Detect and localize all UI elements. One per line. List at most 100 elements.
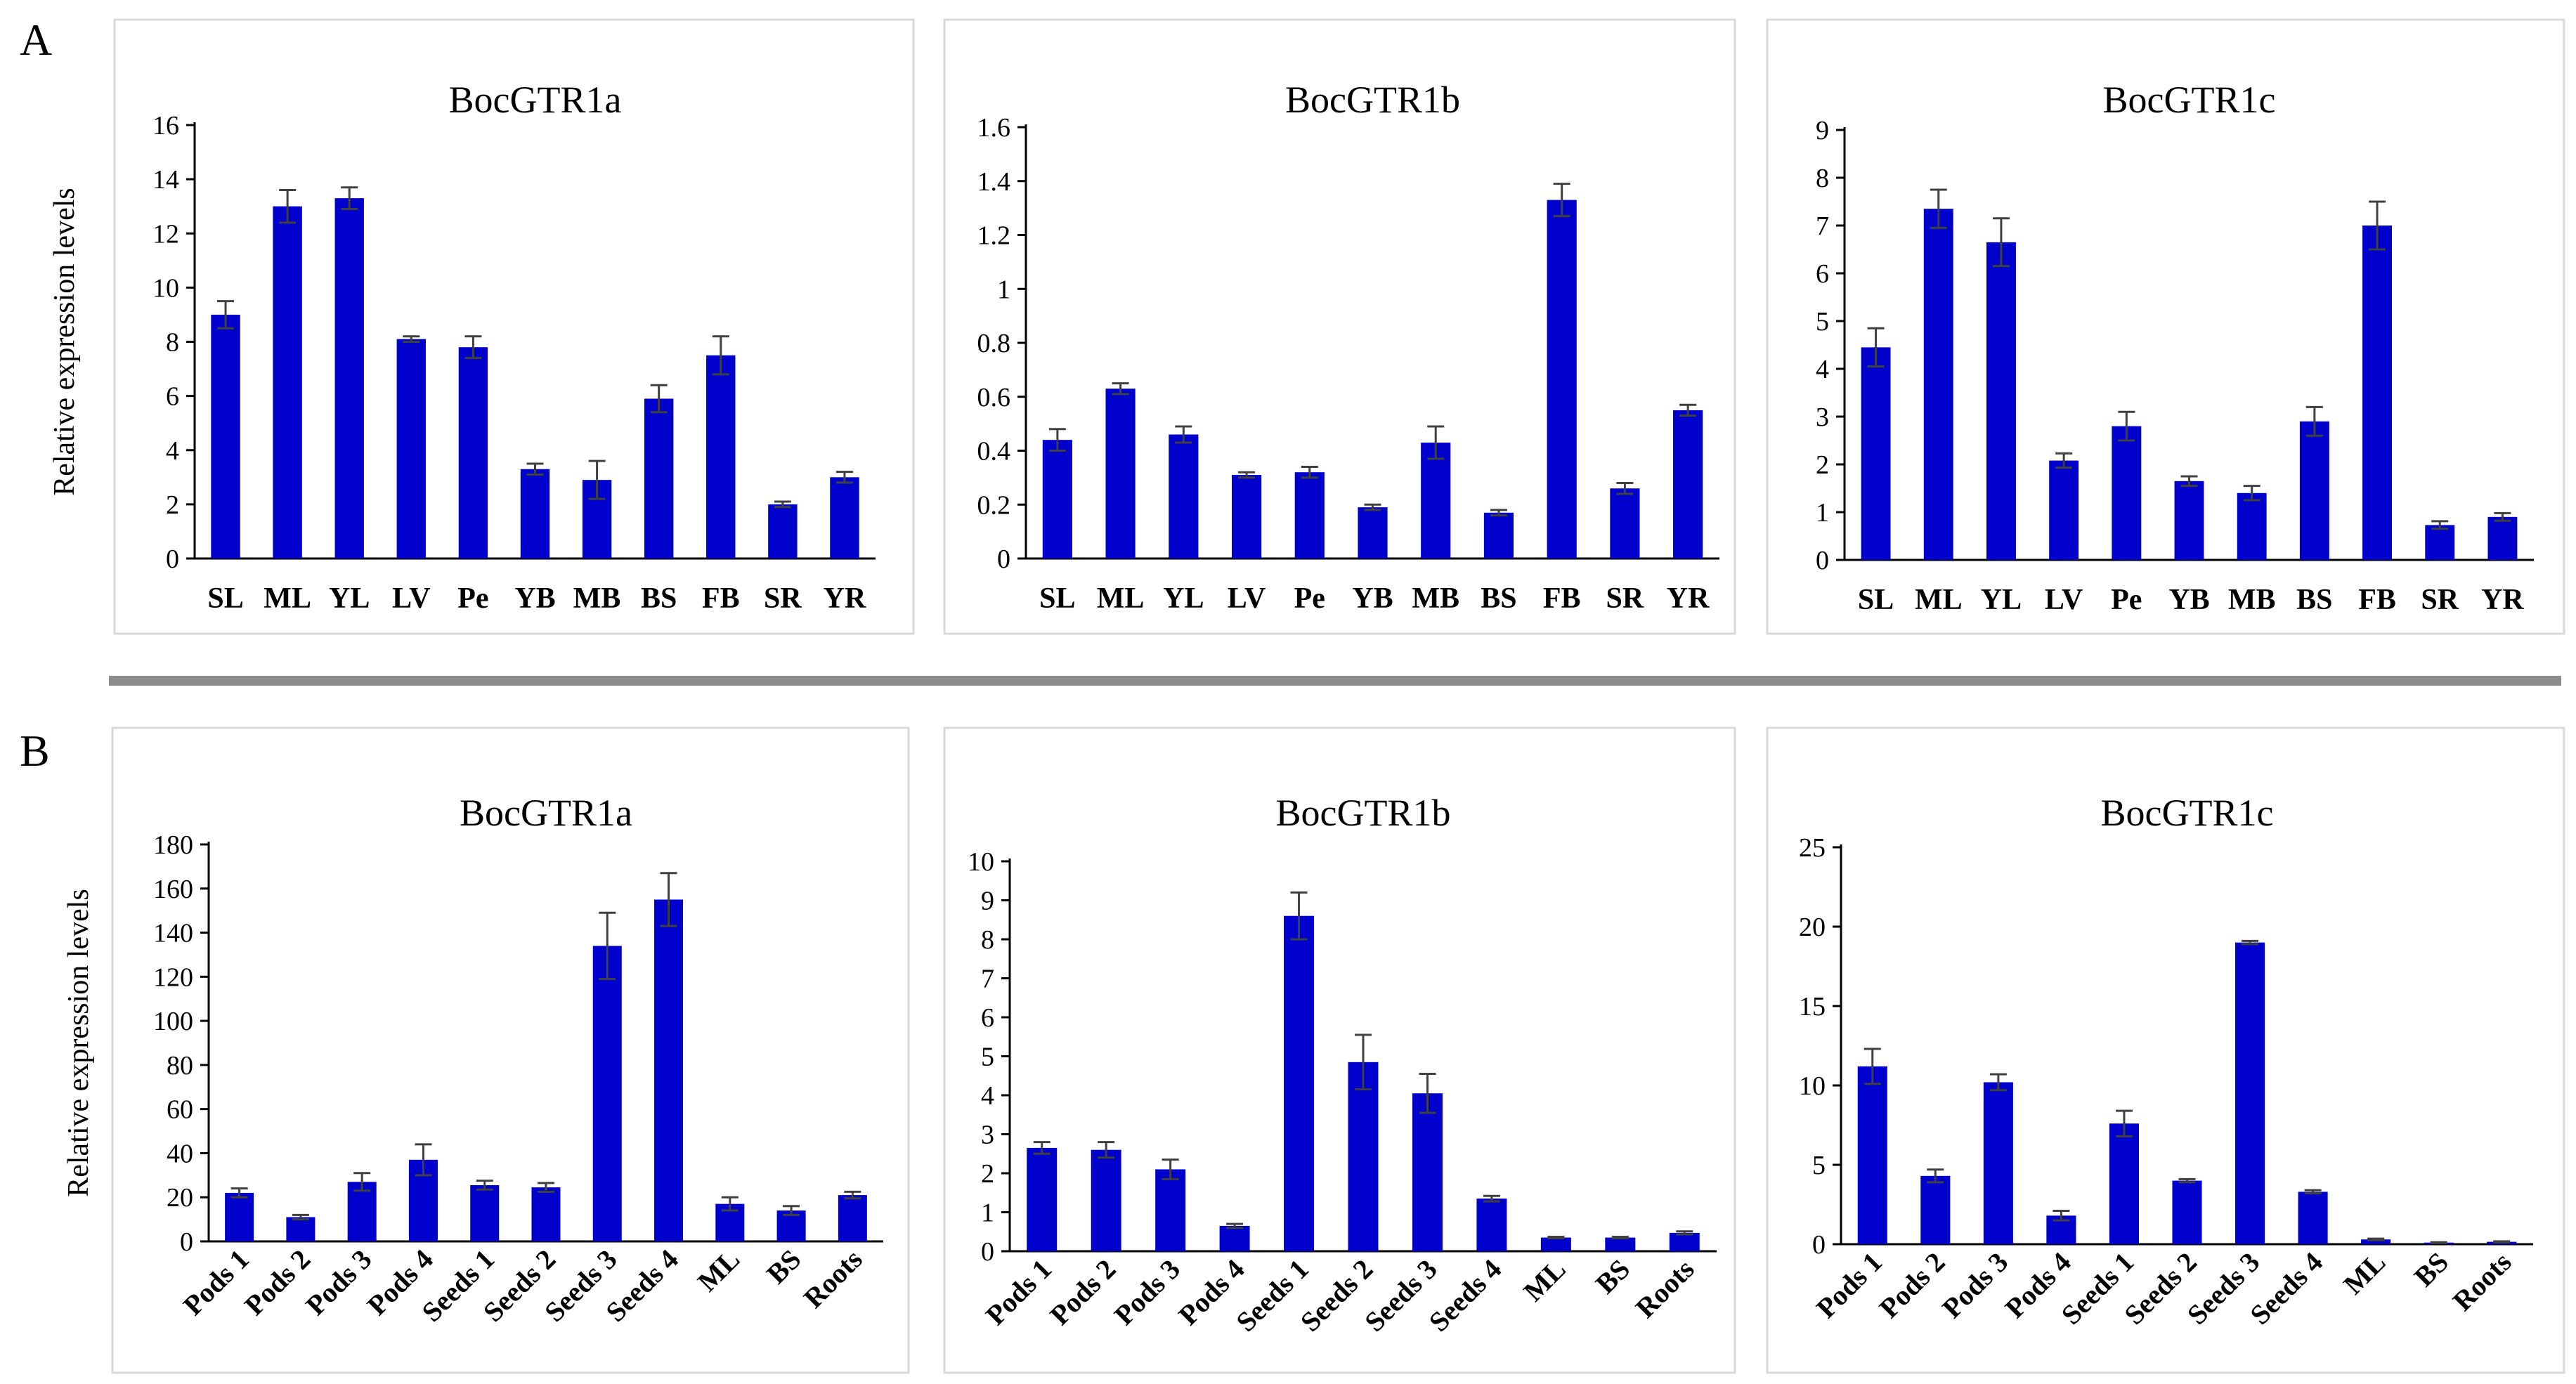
y-tick-label: 80	[167, 1051, 193, 1081]
y-tick-label: 40	[167, 1139, 193, 1168]
y-tick-label: 9	[1816, 116, 1829, 145]
bar	[2487, 516, 2518, 560]
y-tick-label: 3	[1816, 403, 1829, 432]
x-tick-label: MB	[1412, 582, 1459, 615]
x-tick-label: YL	[1981, 584, 2022, 616]
x-tick-label: SL	[1039, 582, 1075, 615]
section-separator	[109, 676, 2561, 686]
bar	[1105, 389, 1136, 559]
bar	[1476, 1199, 1507, 1251]
y-tick-label: 4	[166, 436, 179, 466]
x-tick-label: YR	[2481, 584, 2524, 616]
bar	[1920, 1175, 1951, 1244]
y-axis-label: Relative expression levels	[63, 889, 95, 1197]
y-tick-label: 7	[1816, 211, 1829, 241]
y-tick-label: 5	[981, 1043, 994, 1072]
x-tick-label: Pe	[1294, 582, 1325, 615]
x-tick-label: ML	[1097, 582, 1145, 615]
y-tick-label: 0	[1816, 546, 1829, 575]
y-tick-label: 1.4	[977, 167, 1011, 197]
bar	[830, 477, 859, 559]
x-tick-label: BS	[641, 582, 677, 615]
chart-b1: BocGTR1a Relative expression levels 0 20 40 6…	[63, 726, 910, 1374]
bar	[2362, 226, 2393, 560]
bar	[1923, 209, 1953, 560]
bar	[838, 1195, 867, 1241]
bar	[1284, 915, 1315, 1251]
x-tick-label: SR	[2421, 584, 2459, 616]
x-tick-label: LV	[1228, 582, 1266, 615]
bar	[768, 504, 798, 559]
x-tick-label: Pe	[2111, 584, 2142, 616]
x-tick-label: Pe	[457, 582, 488, 615]
y-tick-label: 0	[180, 1227, 193, 1257]
panel-frame	[1766, 726, 2565, 1374]
y-tick-label: 100	[153, 1007, 193, 1036]
bar	[470, 1184, 500, 1241]
chart-title: BocGTR1c	[2101, 792, 2274, 834]
bar	[2172, 1180, 2202, 1244]
bar	[1669, 1232, 1700, 1251]
bar	[1027, 1147, 1058, 1251]
y-tick-label: 20	[1799, 913, 1826, 942]
y-tick-label: 10	[1799, 1071, 1826, 1101]
y-tick-label: 1	[1816, 498, 1829, 528]
y-tick-label: 1	[981, 1199, 994, 1228]
bar	[396, 339, 427, 559]
y-tick-label: 8	[981, 925, 994, 955]
x-tick-label: BS	[1481, 582, 1516, 615]
panel-frame	[943, 726, 1736, 1374]
x-tick-label: YL	[329, 582, 370, 615]
y-tick-label: 4	[981, 1081, 994, 1111]
y-tick-label: 1.2	[977, 221, 1011, 251]
bar	[2299, 421, 2329, 560]
section-label-a: A	[20, 15, 52, 65]
x-tick-label: SL	[1858, 584, 1894, 616]
y-axis-label: Relative expression levels	[48, 188, 81, 496]
bar	[2112, 426, 2142, 560]
bar	[1358, 507, 1388, 559]
y-tick-label: 180	[153, 830, 193, 860]
y-tick-label: 1	[997, 275, 1010, 304]
bar	[592, 946, 622, 1241]
panel-frame	[111, 726, 910, 1374]
bar	[1231, 475, 1262, 559]
bar	[1983, 1082, 2013, 1244]
bar	[654, 899, 684, 1241]
chart-a1: BocGTR1a Relative expression levels 0 2 4 6 8 1…	[48, 18, 915, 635]
x-tick-label: YR	[824, 582, 866, 615]
y-tick-label: 0	[1812, 1230, 1826, 1260]
x-tick-label: LV	[392, 582, 431, 615]
charts-container: BocGTR1a Relative expression levels 0 2 4 6 8 1…	[48, 18, 2565, 1374]
y-tick-label: 15	[1799, 992, 1826, 1021]
y-tick-label: 0	[166, 544, 179, 574]
chart-title: BocGTR1b	[1276, 792, 1451, 834]
bar	[644, 398, 674, 559]
chart-title: BocGTR1b	[1285, 79, 1460, 121]
y-tick-label: 1.6	[977, 113, 1011, 143]
y-tick-label: 5	[1816, 307, 1829, 337]
y-tick-label: 0	[997, 544, 1010, 574]
bar	[1219, 1225, 1250, 1251]
y-tick-label: 20	[167, 1183, 193, 1213]
x-tick-label: YB	[2168, 584, 2209, 616]
x-tick-label: YR	[1667, 582, 1710, 615]
y-tick-label: 2	[981, 1159, 994, 1189]
y-tick-label: 5	[1812, 1151, 1826, 1180]
bar	[2049, 460, 2079, 560]
bar	[531, 1187, 561, 1241]
bar	[2174, 481, 2204, 560]
x-tick-label: ML	[264, 582, 311, 615]
y-tick-label: 14	[152, 165, 179, 195]
bar	[1540, 1237, 1571, 1251]
bar	[334, 198, 364, 559]
bar	[347, 1182, 377, 1241]
x-tick-label: FB	[702, 582, 740, 615]
bar	[2361, 1239, 2391, 1244]
x-tick-label: LV	[2045, 584, 2083, 616]
bar	[211, 314, 240, 559]
y-tick-label: 0	[981, 1237, 994, 1267]
